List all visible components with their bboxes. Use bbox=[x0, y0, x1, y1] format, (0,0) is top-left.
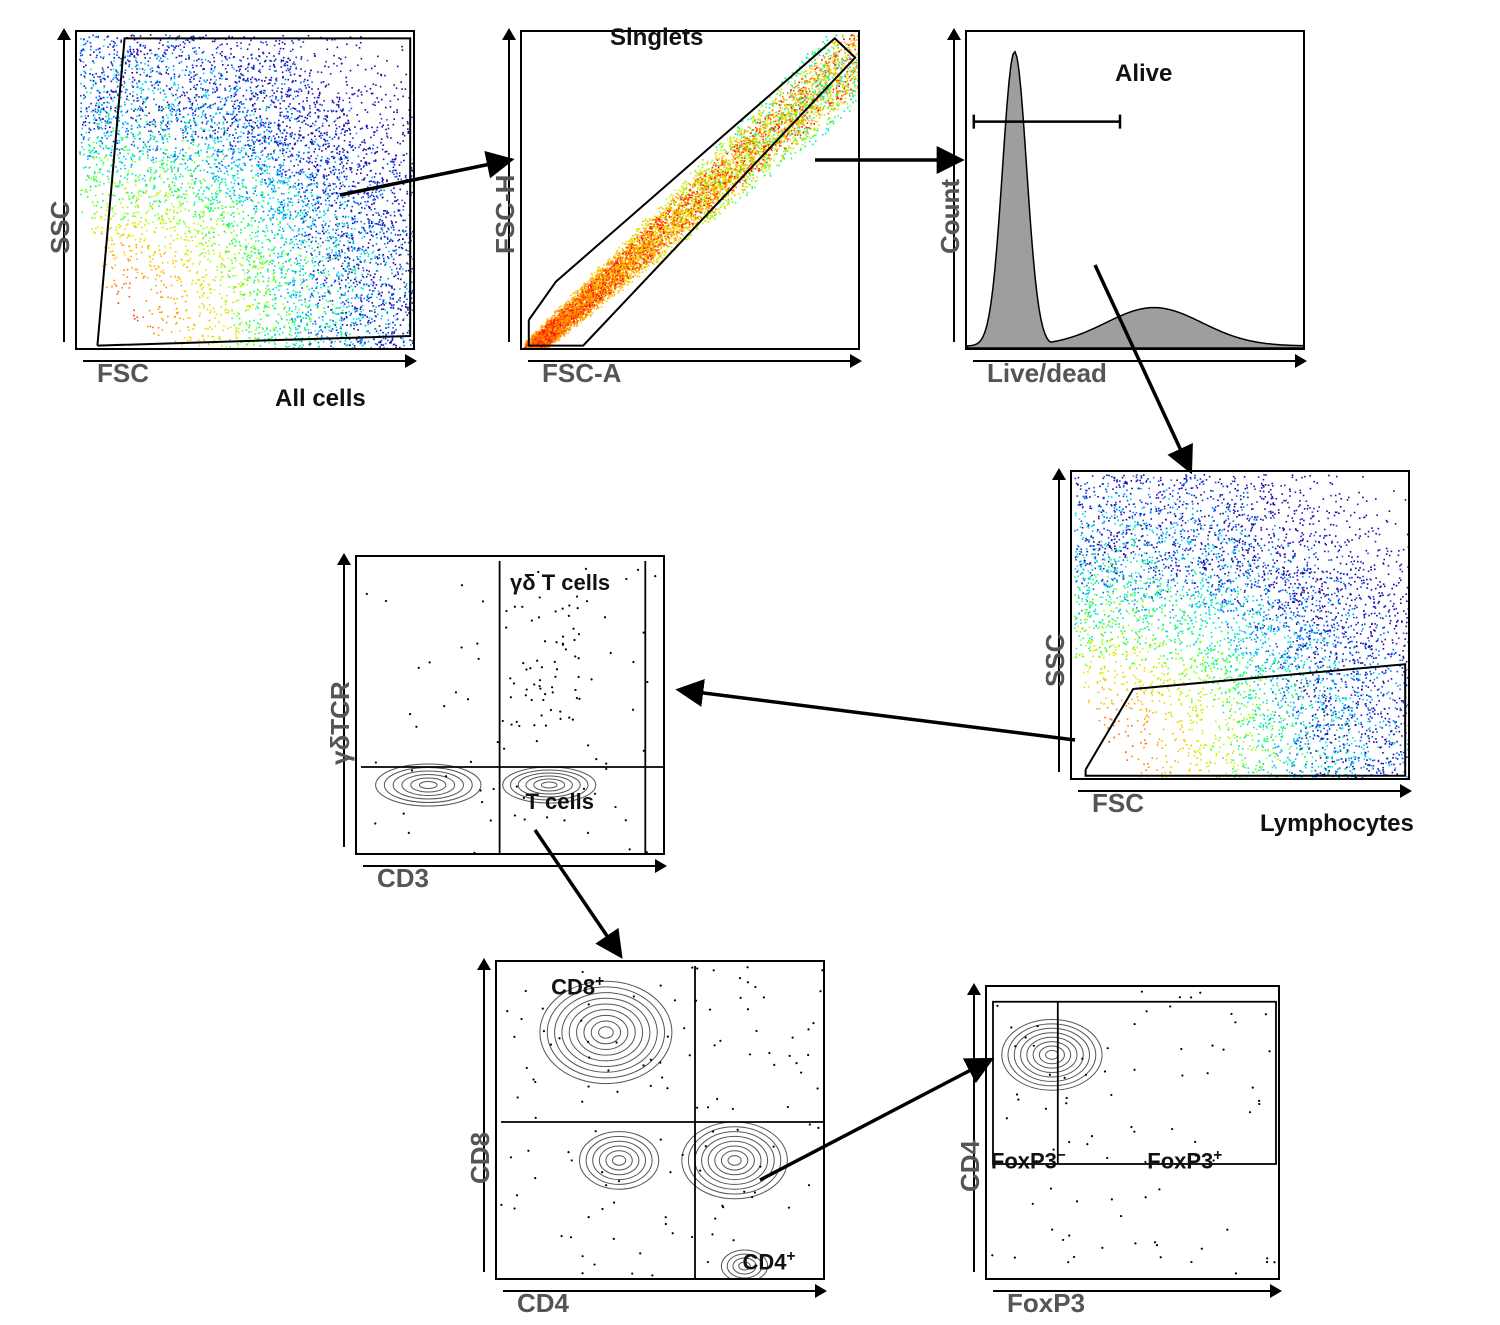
panel-frame bbox=[355, 555, 665, 855]
panel-p5: γδTCRCD3γδ T cellsT cells bbox=[355, 555, 665, 855]
axis-y-label: SSC bbox=[45, 201, 76, 254]
region-label: CD8+ bbox=[551, 973, 604, 1000]
panel-p7: CD4FoxP3FoxP3−FoxP3+ bbox=[985, 985, 1280, 1280]
axis-y-label: SSC bbox=[1040, 634, 1071, 687]
region-label: FoxP3− bbox=[991, 1147, 1066, 1174]
panel-plot bbox=[522, 32, 860, 350]
panel-frame bbox=[495, 960, 825, 1280]
gate-label: Singlets bbox=[610, 24, 703, 52]
axis-x-label: FSC bbox=[1092, 788, 1144, 819]
panel-frame bbox=[985, 985, 1280, 1280]
panel-frame bbox=[520, 30, 860, 350]
axis-y bbox=[57, 38, 71, 342]
axis-y bbox=[477, 968, 491, 1272]
axis-y bbox=[1052, 478, 1066, 772]
panel-p1: SSCFSCAll cells bbox=[75, 30, 415, 350]
axis-y-label: γδTCR bbox=[325, 681, 356, 765]
region-label: γδ T cells bbox=[510, 570, 610, 596]
panel-plot bbox=[357, 557, 665, 855]
region-label: FoxP3+ bbox=[1147, 1147, 1222, 1174]
region-label: CD4+ bbox=[743, 1248, 796, 1275]
panel-plot bbox=[987, 987, 1280, 1280]
axis-x-label: CD4 bbox=[517, 1288, 569, 1319]
region-label: T cells bbox=[526, 789, 594, 815]
panel-p4: SSCFSCLymphocytes bbox=[1070, 470, 1410, 780]
axis-y-label: Count bbox=[935, 179, 966, 254]
panel-p3: CountLive/deadAlive bbox=[965, 30, 1305, 350]
panel-p6: CD8CD4CD8+CD4+ bbox=[495, 960, 825, 1280]
axis-x-label: FoxP3 bbox=[1007, 1288, 1085, 1319]
axis-x-label: FSC-A bbox=[542, 358, 621, 389]
flow-arrow bbox=[680, 690, 1075, 740]
axis-y-label: FSC-H bbox=[490, 175, 521, 254]
panel-p2: FSC-HFSC-ASinglets bbox=[520, 30, 860, 350]
axis-y-label: CD8 bbox=[465, 1132, 496, 1184]
panel-frame bbox=[75, 30, 415, 350]
gate-label: Lymphocytes bbox=[1260, 810, 1414, 838]
panel-plot bbox=[77, 32, 415, 350]
panel-plot bbox=[1072, 472, 1410, 780]
axis-y-label: CD4 bbox=[955, 1139, 986, 1191]
axis-x-label: CD3 bbox=[377, 863, 429, 894]
panel-plot bbox=[497, 962, 825, 1280]
figure-stage: SSCFSCAll cellsFSC-HFSC-ASingletsCountLi… bbox=[0, 0, 1500, 1325]
axis-x-label: Live/dead bbox=[987, 358, 1107, 389]
panel-frame bbox=[1070, 470, 1410, 780]
axis-y bbox=[967, 993, 981, 1272]
gate-label: Alive bbox=[1115, 60, 1172, 88]
gate-label: All cells bbox=[275, 385, 366, 413]
axis-x-label: FSC bbox=[97, 358, 149, 389]
